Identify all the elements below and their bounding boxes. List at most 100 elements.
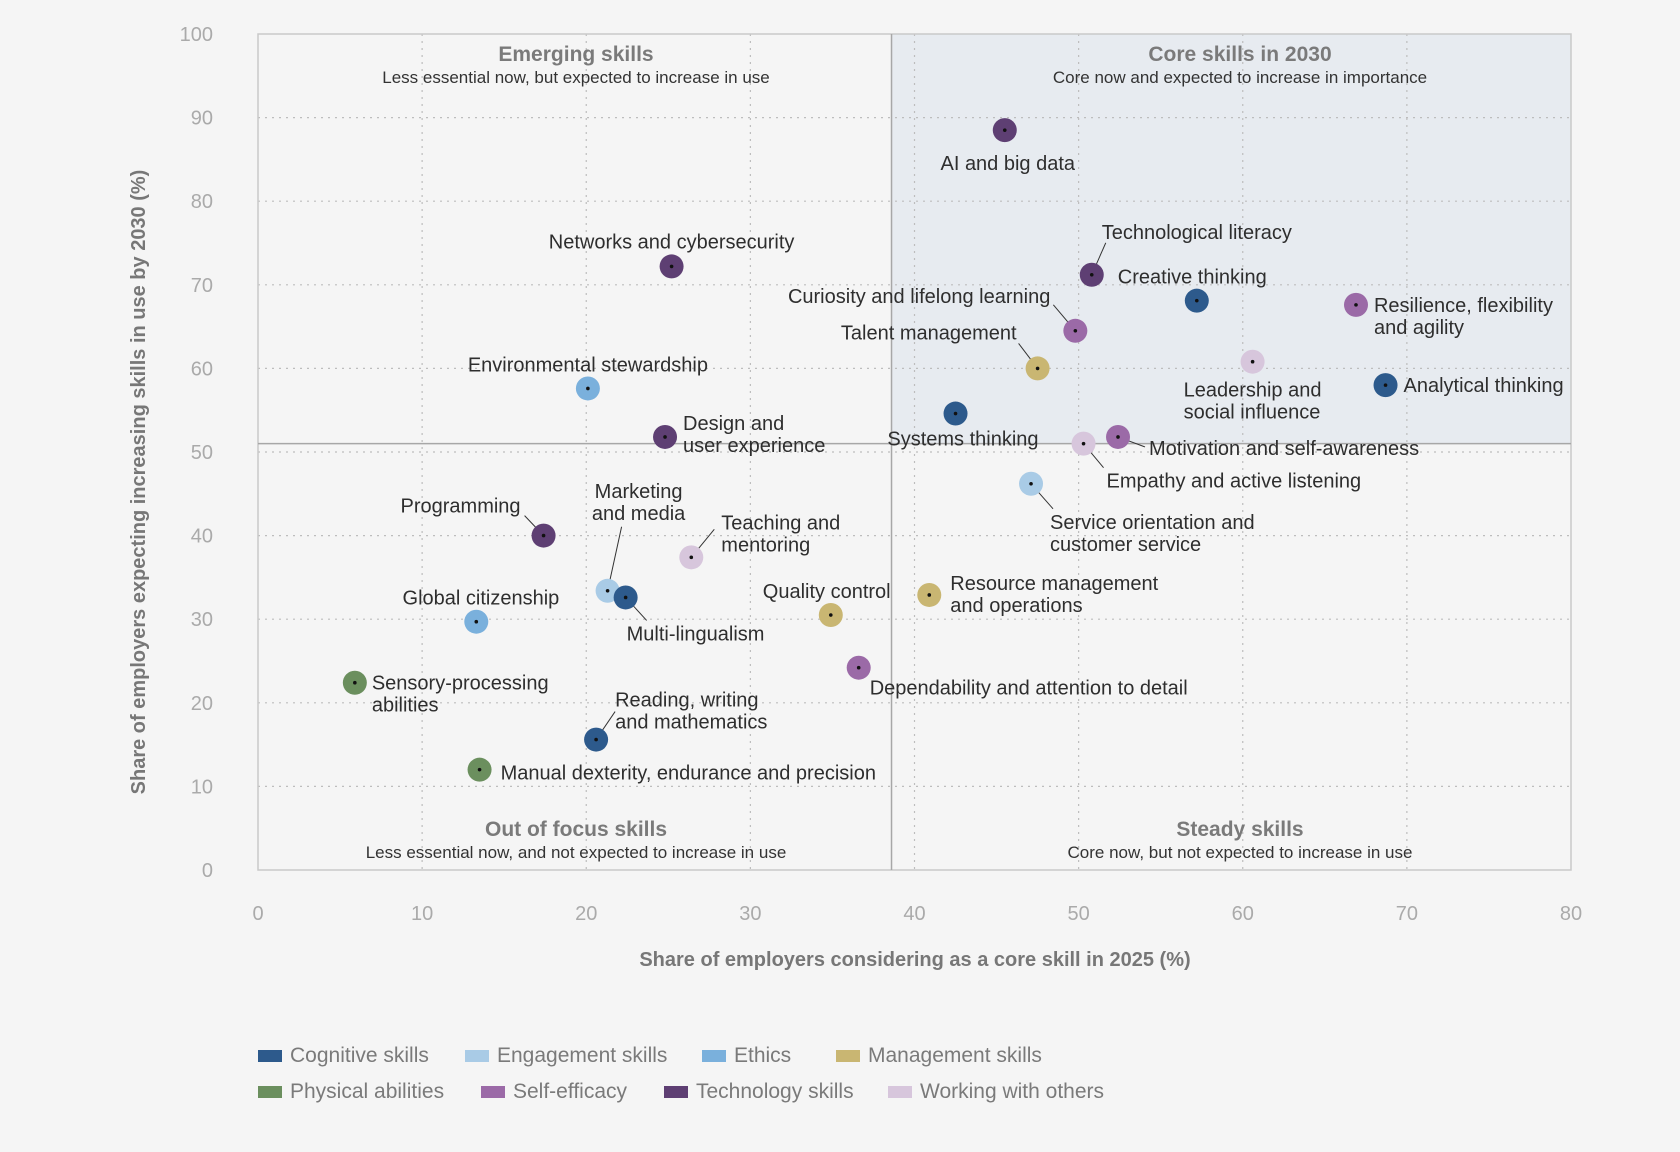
point-label: Multi-lingualism: [627, 623, 765, 645]
legend-label: Ethics: [734, 1044, 792, 1067]
legend-label: Self-efficacy: [513, 1080, 627, 1103]
plot-border: [257, 33, 1572, 871]
point-label-line: Dependability and attention to detail: [870, 678, 1188, 700]
legend-label: Engagement skills: [497, 1044, 668, 1067]
point-labels: AI and big data Networks and cybersecurit…: [372, 153, 1564, 785]
point-label-line: Design and: [683, 413, 784, 435]
point-label-line: Technological literacy: [1102, 222, 1292, 244]
x-tick-label: 60: [1232, 903, 1254, 925]
y-tick-label: 80: [191, 191, 213, 213]
data-point-center: [1354, 303, 1358, 307]
point-label-line: Networks and cybersecurity: [549, 231, 795, 253]
y-axis-title: Share of employers expecting increasing …: [128, 170, 150, 795]
legend-row: Physical abilities Self-efficacy Technol…: [258, 1074, 1458, 1110]
data-point-center: [856, 665, 861, 670]
y-tick-label: 10: [191, 776, 213, 798]
legend-swatch-working: [888, 1086, 912, 1098]
legend-label: Technology skills: [696, 1080, 854, 1103]
data-point-center: [1002, 128, 1007, 132]
x-tick-label: 10: [411, 903, 433, 925]
point-label: Dependability and attention to detail: [870, 678, 1188, 700]
core-skills-highlight: [891, 34, 1571, 444]
point-label-line: Marketing: [595, 481, 683, 503]
y-tick-label: 90: [191, 108, 213, 130]
point-label: Resource management and operations: [950, 573, 1158, 617]
legend-item-ethics: Ethics: [702, 1044, 836, 1068]
quadrant-subtitle-steady: Core now, but not expected to increase i…: [1068, 843, 1413, 862]
x-axis-title: Share of employers considering as a core…: [639, 949, 1190, 971]
data-point-center: [353, 680, 357, 685]
point-label-line: Empathy and active listening: [1107, 471, 1362, 493]
legend-swatch-cognitive: [258, 1050, 282, 1062]
point-label-line: Curiosity and lifelong learning: [788, 286, 1050, 308]
quadrant-title-steady: Steady skills: [1176, 818, 1303, 841]
scatter-chart: 0 10 20 30 40 50 60 70 800102030405060708090100 …: [128, 24, 1583, 971]
quadrant-subtitle-out-of-focus: Less essential now, and not expected to …: [366, 843, 787, 862]
point-label: Leadership and social influence: [1184, 380, 1322, 424]
data-point-center: [1383, 383, 1388, 387]
legend-label: Management skills: [868, 1044, 1042, 1067]
point-label-line: Talent management: [841, 322, 1017, 344]
point-label: Marketing and media: [592, 481, 686, 525]
data-point-center: [828, 613, 833, 617]
x-tick-label: 50: [1068, 903, 1090, 925]
point-label: Quality control: [763, 581, 891, 603]
x-tick-label: 70: [1396, 903, 1418, 925]
y-tick-label: 70: [191, 275, 213, 297]
y-tick-label: 0: [202, 860, 213, 882]
point-label: Global citizenship: [403, 588, 560, 610]
x-tick-label: 30: [739, 903, 761, 925]
point-label-line: Motivation and self-awareness: [1149, 438, 1419, 460]
y-tick-label: 30: [191, 609, 213, 631]
point-label-line: user experience: [683, 435, 825, 457]
point-label-line: Leadership and: [1184, 380, 1322, 402]
y-tick-label: 100: [180, 24, 213, 46]
legend-item-cognitive: Cognitive skills: [258, 1044, 465, 1068]
point-label: Systems thinking: [887, 429, 1038, 451]
legend-swatch-engagement: [465, 1050, 489, 1062]
data-point-center: [953, 411, 958, 416]
legend: Cognitive skills Engagement skills Ethic…: [258, 1038, 1458, 1110]
point-label-line: and agility: [1374, 317, 1464, 339]
data-points: [342, 118, 1398, 782]
point-label-line: Resource management: [950, 573, 1158, 595]
x-tick-label: 0: [252, 903, 263, 925]
data-point-center: [1194, 298, 1199, 303]
y-tick-label: 40: [191, 526, 213, 548]
point-label: Empathy and active listening: [1107, 471, 1362, 493]
point-label-line: customer service: [1050, 534, 1201, 556]
point-label: Service orientation and customer service: [1050, 512, 1255, 556]
point-label: Design and user experience: [683, 413, 825, 457]
point-label: Analytical thinking: [1404, 375, 1564, 397]
legend-item-working: Working with others: [888, 1080, 1128, 1104]
point-label-line: AI and big data: [940, 153, 1075, 175]
point-label-line: Service orientation and: [1050, 512, 1255, 534]
axis-ticks: 0 10 20 30 40 50 60 70 80 0 10 20 30 40 50 60 70 80 90 100: [180, 24, 1583, 925]
point-label-line: and mathematics: [615, 712, 767, 734]
data-point-center: [689, 555, 694, 560]
legend-item-physical: Physical abilities: [258, 1080, 481, 1104]
point-label: AI and big data: [940, 153, 1075, 175]
data-point-center: [663, 435, 667, 439]
legend-item-technology: Technology skills: [664, 1080, 888, 1104]
point-label-line: social influence: [1184, 402, 1321, 424]
point-label-line: Analytical thinking: [1404, 375, 1564, 397]
legend-swatch-selfefficacy: [481, 1086, 505, 1098]
x-tick-label: 40: [903, 903, 925, 925]
data-point-center: [1029, 481, 1033, 486]
point-label: Sensory-processing abilities: [372, 673, 549, 717]
legend-label: Working with others: [920, 1080, 1105, 1103]
quadrant-subtitle-emerging: Less essential now, but expected to incr…: [382, 68, 769, 87]
quadrant-title-out-of-focus: Out of focus skills: [485, 818, 667, 841]
data-point-center: [927, 593, 932, 597]
legend-item-engagement: Engagement skills: [465, 1044, 702, 1068]
data-point-center: [477, 767, 482, 772]
point-label-line: Reading, writing: [615, 690, 758, 712]
point-label: Reading, writing and mathematics: [615, 690, 767, 734]
data-point-center: [1035, 366, 1040, 371]
y-tick-label: 50: [191, 442, 213, 464]
quadrant-title-core: Core skills in 2030: [1148, 43, 1331, 66]
data-point-center: [586, 386, 590, 391]
point-label: Technological literacy: [1102, 222, 1292, 244]
point-label-line: Creative thinking: [1118, 267, 1267, 289]
